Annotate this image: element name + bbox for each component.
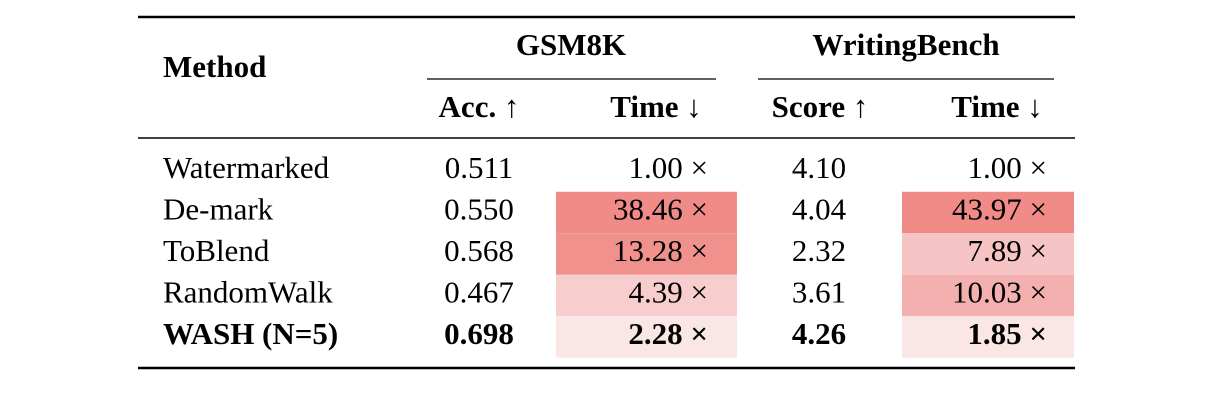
method-name: RandomWalk: [163, 275, 333, 310]
column-header: Acc. ↑: [439, 89, 520, 124]
cell-value: 4.39 ×: [629, 275, 708, 310]
cell-value: 10.03 ×: [952, 275, 1047, 310]
cell-shade: [556, 274, 737, 317]
cell-shade: [556, 191, 737, 234]
cell-value: 0.550: [444, 192, 514, 227]
cell-shade: [902, 274, 1074, 317]
column-header: Time ↓: [610, 89, 702, 124]
cell-shade: [556, 316, 737, 358]
cell-value: 1.00 ×: [629, 150, 708, 185]
group-title: WritingBench: [812, 27, 999, 62]
cell-shade: [556, 233, 737, 275]
cell-value: 4.04: [792, 192, 847, 227]
method-header: Method: [163, 49, 266, 84]
method-name: WASH (N=5): [163, 316, 338, 351]
cell-value: 1.85 ×: [967, 316, 1047, 351]
cell-value: 0.698: [444, 316, 514, 351]
cell-value: 0.467: [444, 275, 514, 310]
column-header: Score ↑: [772, 89, 869, 124]
cell-value: 0.568: [444, 233, 514, 268]
column-header: Time ↓: [951, 89, 1043, 124]
cell-shade: [902, 233, 1074, 275]
cell-value: 43.97 ×: [952, 192, 1047, 227]
method-name: ToBlend: [163, 233, 270, 268]
cell-value: 4.26: [792, 316, 846, 351]
method-name: Watermarked: [163, 150, 330, 185]
cell-value: 1.00 ×: [968, 150, 1047, 185]
cell-value: 0.511: [445, 150, 514, 185]
cell-value: 13.28 ×: [613, 233, 708, 268]
cell-shade: [902, 316, 1074, 358]
group-title: GSM8K: [516, 27, 626, 62]
cell-value: 4.10: [792, 150, 846, 185]
cell-value: 7.89 ×: [968, 233, 1047, 268]
method-name: De-mark: [163, 192, 274, 227]
cell-value: 2.28 ×: [628, 316, 708, 351]
cell-value: 38.46 ×: [613, 192, 708, 227]
cell-value: 2.32: [792, 233, 846, 268]
cell-value: 3.61: [792, 275, 846, 310]
cell-shade: [902, 191, 1074, 234]
